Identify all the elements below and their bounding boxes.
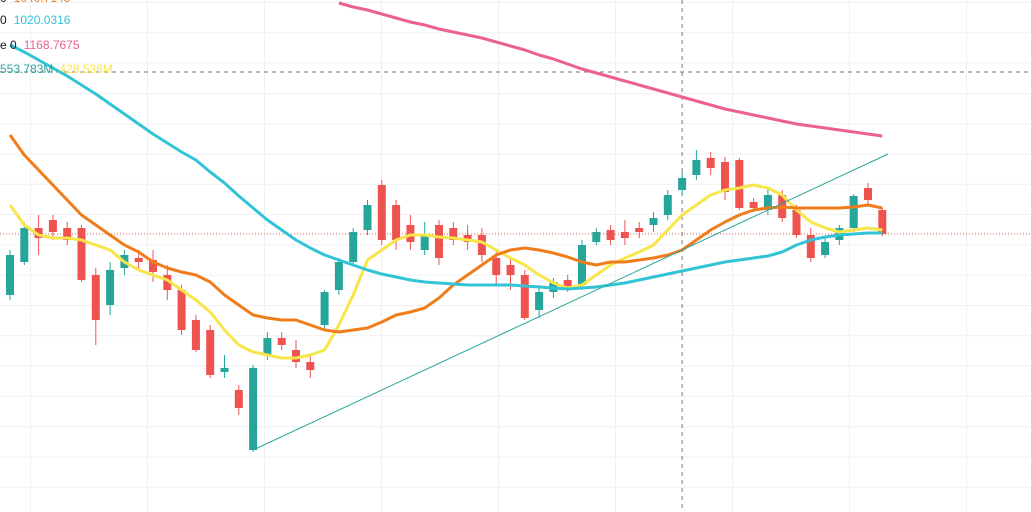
candle-body — [520, 275, 529, 318]
indicator-prefix: 0 — [0, 13, 7, 27]
candle-body — [606, 230, 615, 240]
candle-body — [849, 196, 858, 228]
candle-body — [435, 225, 443, 258]
candle-body — [749, 202, 758, 208]
indicator-prefix: 0 — [0, 0, 7, 5]
candle-body — [263, 338, 272, 355]
indicator-value: 1020.0316 — [14, 13, 71, 27]
candle-body — [320, 292, 329, 325]
candle-body — [506, 265, 515, 275]
candle-body — [706, 158, 715, 168]
candle-body — [292, 350, 300, 362]
indicator-value: 1040.7145 — [14, 0, 71, 5]
candle-body — [563, 280, 572, 288]
candle-body — [864, 188, 872, 200]
candle-body — [663, 195, 672, 215]
candle-body — [149, 260, 157, 272]
candle-body — [20, 228, 29, 262]
indicator-value: 428.538M — [59, 62, 112, 76]
candle-body — [63, 228, 72, 240]
candle-body — [635, 228, 644, 232]
candle-body — [763, 195, 772, 210]
candle-body — [578, 245, 586, 285]
indicator-prefix: e 0 — [0, 38, 17, 52]
candle-body — [821, 242, 830, 255]
candle-body — [449, 228, 458, 240]
candle-body — [134, 258, 143, 262]
candle-body — [477, 235, 486, 255]
candle-body — [91, 275, 100, 320]
indicator-value: 1168.7675 — [24, 38, 80, 52]
candle-body — [220, 368, 229, 372]
candle-body — [163, 275, 172, 290]
candle-body — [878, 210, 887, 234]
candle-body — [377, 185, 386, 240]
candle-body — [649, 218, 658, 225]
candle-body — [277, 338, 286, 345]
candle-body — [420, 235, 429, 250]
candle-body — [6, 255, 14, 295]
candle-body — [191, 320, 200, 350]
candle-body — [721, 162, 729, 192]
candle-body — [620, 232, 629, 238]
candle-body — [678, 178, 687, 190]
candle-body — [735, 160, 744, 208]
moving-average-line — [8, 183, 883, 360]
candle-body — [363, 205, 372, 230]
candle-body — [306, 362, 315, 370]
candle-body — [77, 228, 86, 280]
candle-body — [234, 390, 243, 408]
trend-line — [252, 153, 889, 451]
moving-average-line — [338, 1, 883, 138]
candle-body — [334, 262, 343, 290]
indicator-value: 553.783M — [0, 62, 53, 76]
candle-body — [806, 235, 815, 258]
moving-average-line — [8, 134, 883, 334]
candle-body — [48, 220, 57, 232]
candle-body — [349, 232, 358, 262]
moving-average-line — [9, 43, 883, 291]
candle-body — [692, 160, 701, 175]
candle-body — [535, 292, 544, 310]
candle-body — [206, 330, 215, 375]
candle-body — [792, 210, 801, 235]
candle-body — [249, 368, 258, 450]
candle-body — [392, 205, 401, 240]
candle-body — [592, 232, 601, 242]
candle-body — [34, 228, 43, 238]
candle-body — [106, 270, 115, 305]
candle-body — [492, 258, 501, 275]
candle-body — [177, 290, 186, 330]
